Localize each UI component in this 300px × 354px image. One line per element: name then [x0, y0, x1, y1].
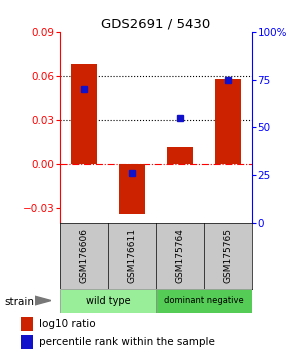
Text: GSM176611: GSM176611 [128, 228, 136, 283]
Bar [156, 289, 252, 313]
Text: GSM176606: GSM176606 [80, 228, 88, 283]
Text: strain: strain [4, 297, 34, 307]
Bar [215, 79, 241, 164]
Text: log10 ratio: log10 ratio [39, 319, 96, 329]
Text: GSM175765: GSM175765 [224, 228, 232, 283]
Text: dominant negative: dominant negative [164, 296, 244, 306]
Polygon shape [34, 296, 51, 305]
Bar [60, 289, 156, 313]
Text: GSM175764: GSM175764 [176, 228, 184, 283]
Bar [71, 64, 97, 164]
Text: wild type: wild type [86, 296, 130, 306]
Bar [167, 147, 193, 164]
Bar [119, 164, 145, 214]
Text: percentile rank within the sample: percentile rank within the sample [39, 337, 215, 347]
Title: GDS2691 / 5430: GDS2691 / 5430 [101, 18, 211, 31]
